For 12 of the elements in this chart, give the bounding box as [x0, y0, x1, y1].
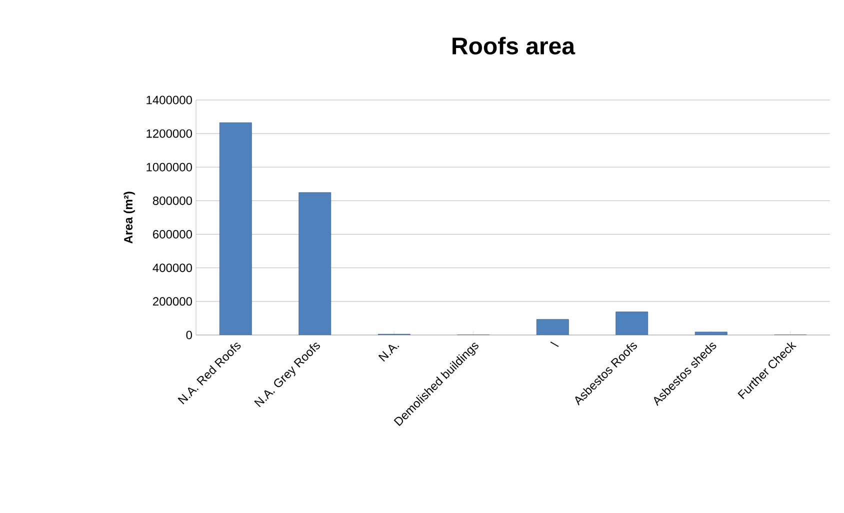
x-tick-label: \: [550, 342, 559, 347]
y-tick-label: 800000: [152, 196, 192, 205]
y-tick-label: 1000000: [146, 162, 192, 172]
y-tick-label: 0: [186, 330, 192, 340]
y-tick-label: 1400000: [146, 96, 192, 104]
chart-title: Roofs area: [452, 36, 576, 54]
y-axis-title: Area (m²): [124, 192, 135, 244]
y-tick-label: 400000: [152, 264, 192, 272]
y-tick-label: 1200000: [146, 129, 192, 138]
y-tick-label: 200000: [153, 297, 192, 306]
x-tick-label: N.A.: [378, 344, 400, 362]
y-tick-label: 600000: [153, 230, 192, 239]
